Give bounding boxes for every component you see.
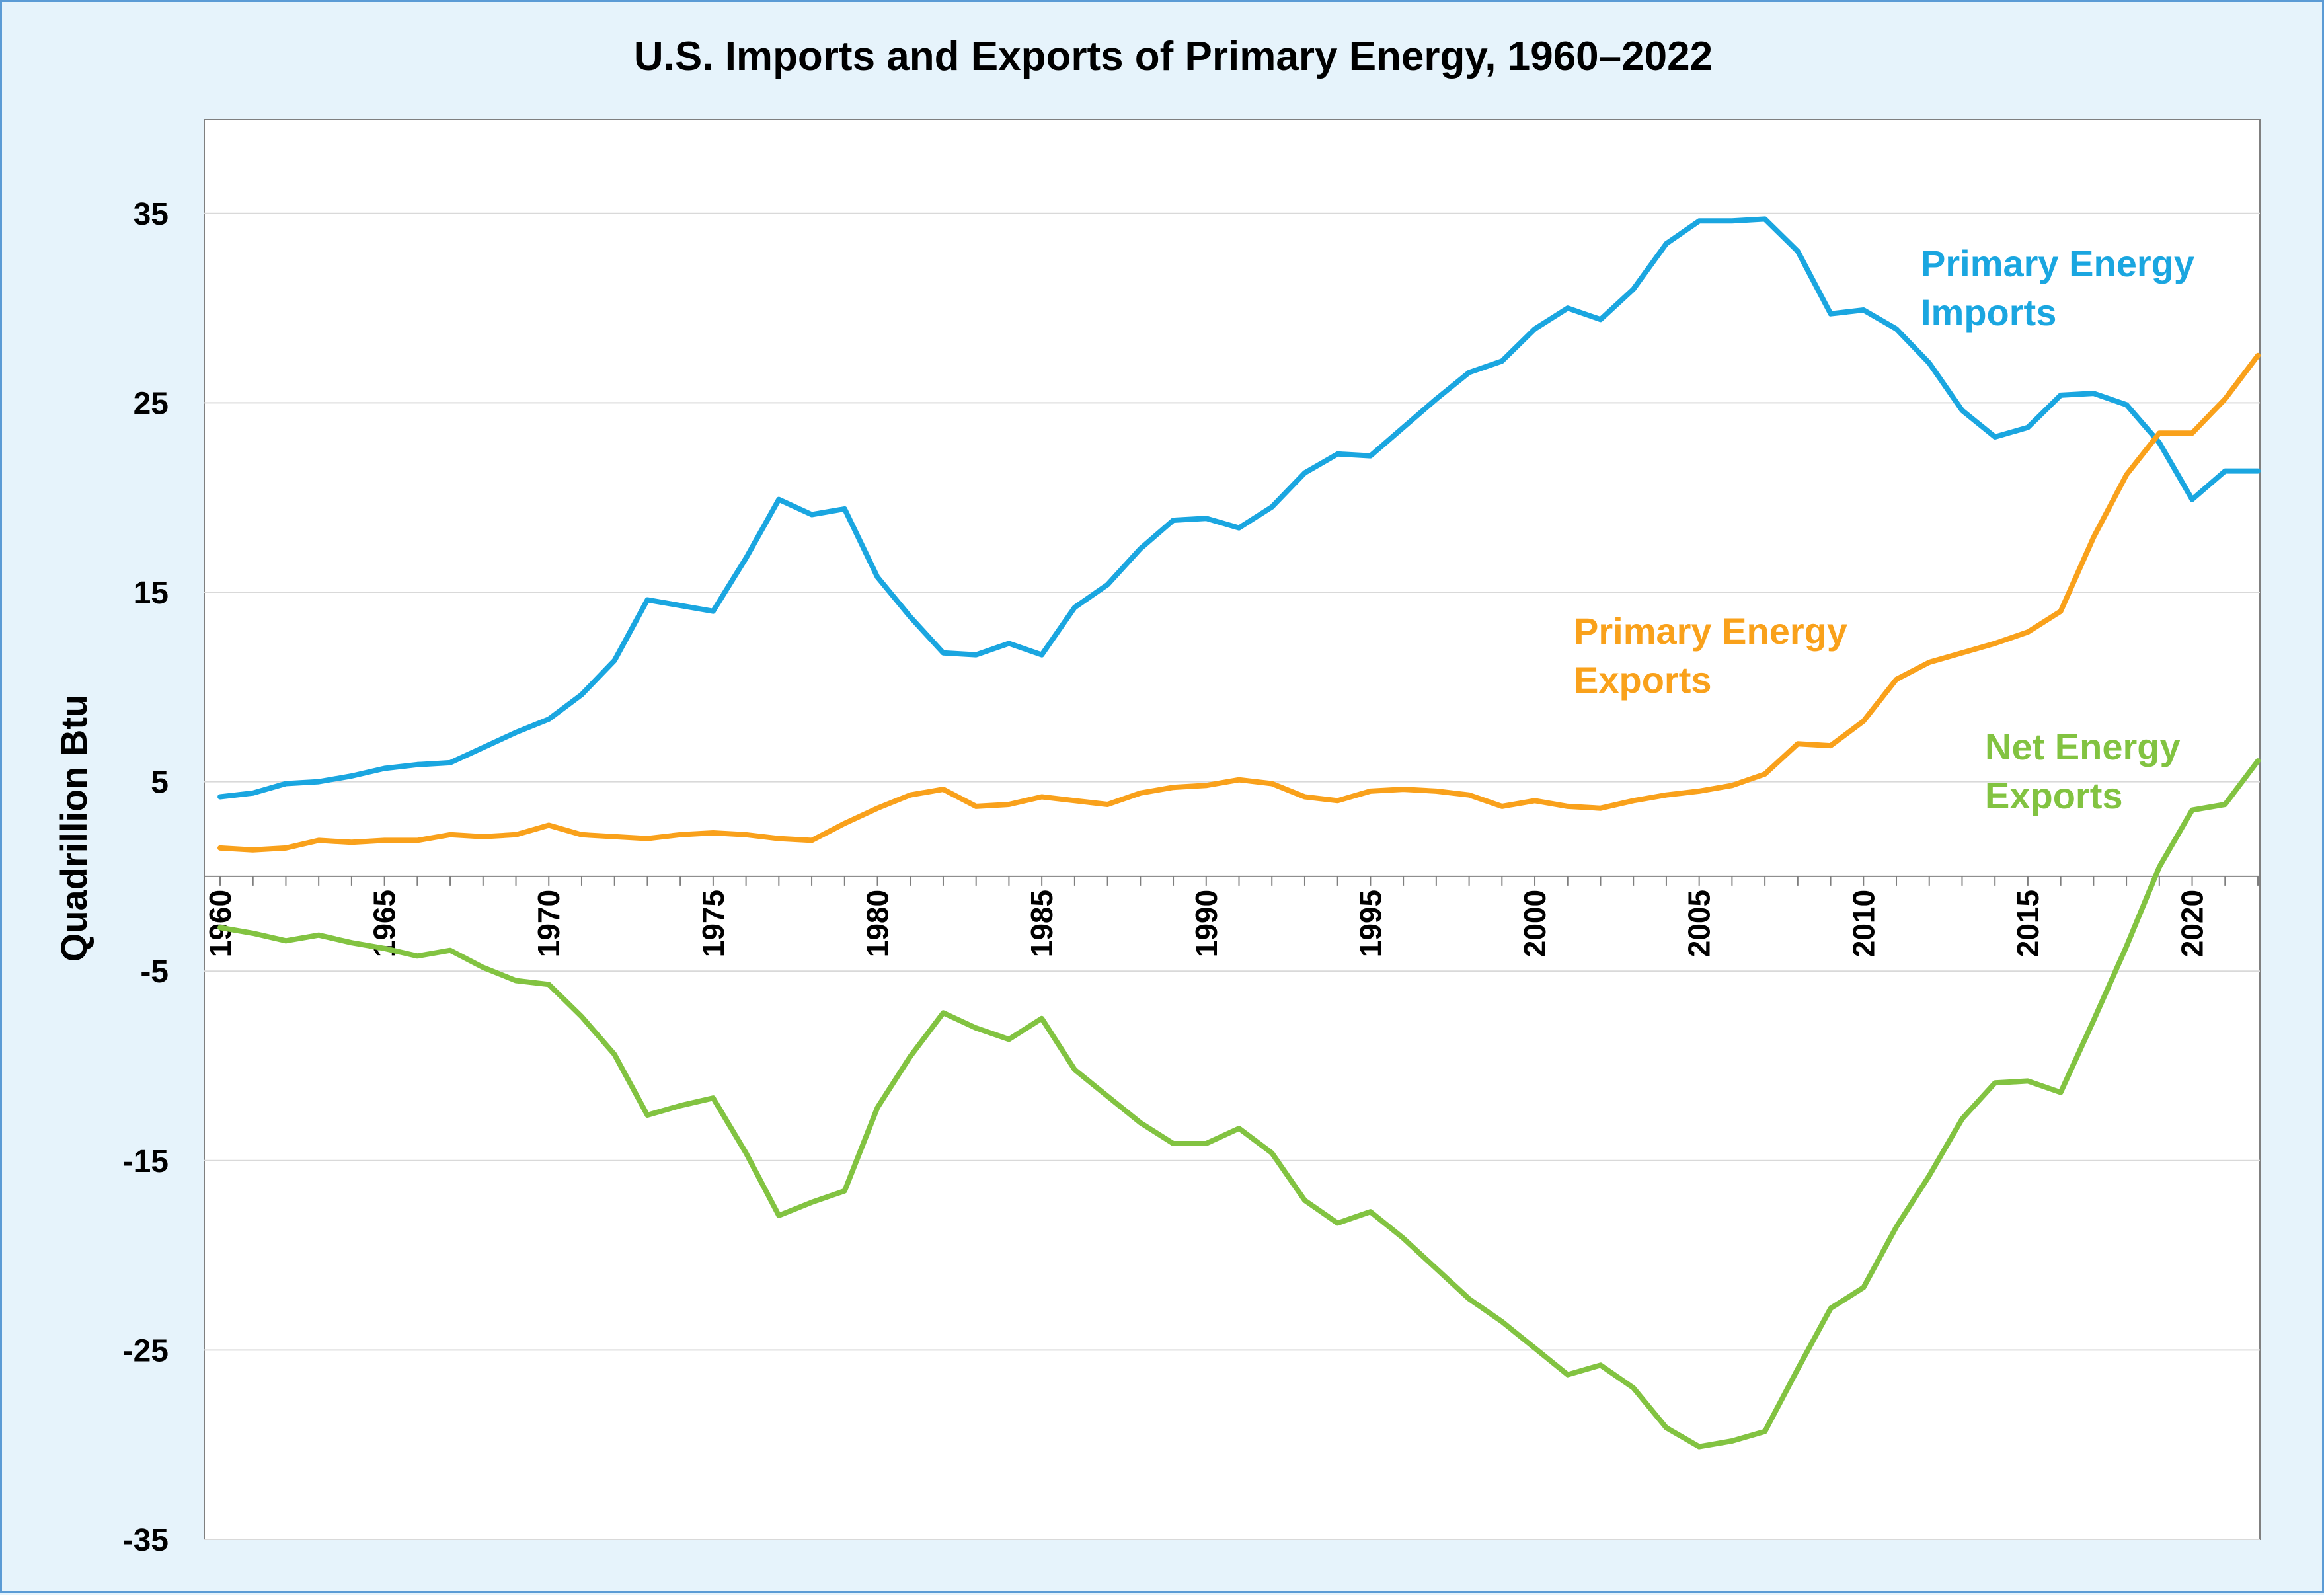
y-tick-label: 25 <box>134 386 169 421</box>
y-tick-label: 35 <box>134 197 169 232</box>
series-label-primary-energy-imports: Primary Energy Imports <box>1921 243 2194 333</box>
series-lines <box>217 216 2261 1450</box>
y-tick-label: -35 <box>123 1523 169 1558</box>
y-tick-label: -15 <box>123 1144 169 1179</box>
series-line-net-energy-exports <box>217 758 2261 1450</box>
x-tick-label: 1975 <box>696 890 730 957</box>
x-tick-label: 2020 <box>2175 890 2210 957</box>
x-tick-label: 2010 <box>1846 890 1880 957</box>
grid-lines <box>204 212 2260 1540</box>
y-tick-label: -25 <box>123 1333 169 1368</box>
y-tick-label: 15 <box>134 576 169 611</box>
series-line-primary-energy-exports <box>217 352 2261 853</box>
x-tick-label: 1970 <box>531 890 566 957</box>
series-label-net-energy-exports: Net Energy Exports <box>1985 726 2181 816</box>
series-labels: Primary Energy Imports Primary Energy Expor… <box>1574 243 2194 816</box>
x-tick-label: 1980 <box>861 890 895 957</box>
x-tick-label: 1990 <box>1189 890 1223 957</box>
y-tick-label: -5 <box>140 954 169 990</box>
x-tick-label: 1995 <box>1353 890 1387 957</box>
x-tick-label: 1985 <box>1025 890 1059 957</box>
x-tick-label: 1960 <box>203 890 237 957</box>
y-tick-label: 5 <box>151 765 169 800</box>
x-tick-label: 2005 <box>1682 890 1717 957</box>
y-axis-label: Quadrillion Btu <box>53 695 95 962</box>
chart-title: U.S. Imports and Exports of Primary Ener… <box>634 34 1713 79</box>
x-tick-label: 2015 <box>2011 890 2045 957</box>
series-line-primary-energy-imports <box>217 216 2261 800</box>
plot-area <box>204 119 2261 1540</box>
series-label-primary-energy-exports: Primary Energy Exports <box>1574 610 1847 701</box>
x-tick-label: 2000 <box>1518 890 1552 957</box>
